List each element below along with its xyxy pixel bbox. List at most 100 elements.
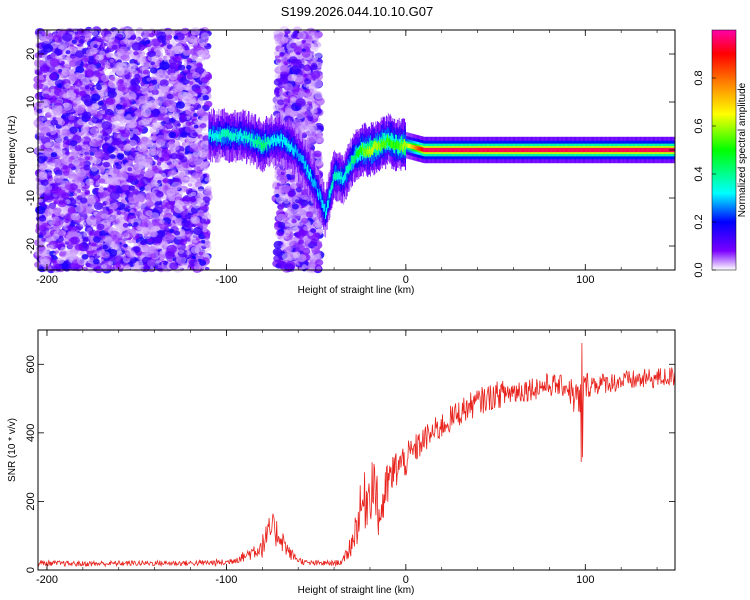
spectrogram-noise-cell xyxy=(80,86,85,91)
spectrogram-noise-cell xyxy=(54,250,59,254)
spectrogram-noise-cell xyxy=(188,121,194,126)
spectrogram-noise-cell xyxy=(180,114,186,119)
spectrogram-noise-cell xyxy=(46,112,51,116)
spectrogram-noise-cell xyxy=(171,169,176,173)
spectrogram-noise-cell xyxy=(184,176,191,181)
spectrogram-noise-cell xyxy=(75,205,84,213)
spectrogram-noise-cell xyxy=(184,125,195,134)
spectrogram-noise-cell xyxy=(138,161,148,169)
spectrogram-noise-cell xyxy=(168,72,178,81)
spectrogram-noise-cell xyxy=(165,39,171,45)
spectrogram-noise-cell xyxy=(202,228,208,233)
spectrogram-noise-cell xyxy=(173,35,179,40)
spectrogram-noise-cell xyxy=(160,241,169,249)
spectrogram-noise-cell xyxy=(120,41,125,45)
spectrogram-noise-cell xyxy=(106,41,113,47)
spectrogram-noise-cell xyxy=(110,214,118,221)
spectrogram-noise-cell xyxy=(180,28,188,35)
spectrogram-noise-cell xyxy=(195,58,203,64)
spectrogram-noise-cell xyxy=(197,49,206,57)
spectrogram-noise-cell xyxy=(97,100,104,106)
figure-title: S199.2026.044.10.10.G07 xyxy=(281,4,434,19)
spectrogram-noise-cell xyxy=(186,251,192,256)
spectrogram-noise-cell xyxy=(89,87,95,91)
spectrogram-noise-cell xyxy=(112,243,118,249)
spectrogram-noise-cell xyxy=(43,194,54,203)
spectrogram-noise-cell xyxy=(108,261,113,266)
spectrogram-noise-cell xyxy=(91,103,100,111)
spectrogram-noise-cell xyxy=(85,263,91,267)
spectrogram-noise-cell xyxy=(186,57,192,63)
spectrogram-noise-cell xyxy=(71,57,82,66)
spectrogram-noise-cell xyxy=(118,50,125,57)
spectrogram-noise-cell xyxy=(83,57,90,63)
spectrogram-noise-cell xyxy=(43,89,49,95)
spectrogram-noise-cell xyxy=(150,253,157,259)
spectrogram-noise-cell xyxy=(39,202,45,207)
spectrogram-noise-cell xyxy=(182,205,187,210)
spectrogram-noise-cell xyxy=(150,226,158,233)
spectrogram-noise-cell xyxy=(70,236,80,245)
spectrogram-noise-cell xyxy=(62,139,70,145)
spectrogram-noise-cell xyxy=(122,194,127,198)
spectrogram-noise-cell xyxy=(121,199,127,204)
spectrogram-noise-cell xyxy=(170,80,175,84)
spectrogram-noise-cell xyxy=(69,139,78,147)
spectrogram-noise-cell xyxy=(91,246,97,251)
spectrogram-noise-cell xyxy=(169,234,175,240)
spectrogram-noise-cell xyxy=(75,150,81,155)
spectrogram-noise-cell xyxy=(102,202,107,206)
spectrogram-noise-cell xyxy=(142,104,150,110)
spectrogram-noise-cell xyxy=(188,81,194,85)
spectrogram-noise-cell xyxy=(89,215,95,220)
spectrogram-noise-cell xyxy=(170,88,177,94)
spectrogram-noise-cell xyxy=(54,99,63,106)
spectrogram-noise-cell xyxy=(159,219,165,224)
spectrogram-noise-cell xyxy=(202,95,209,101)
spectrogram-noise-cell xyxy=(35,33,43,40)
spectrogram-noise-cell xyxy=(104,61,109,66)
spectrogram-noise-cell xyxy=(109,175,118,182)
spectrogram-noise-cell xyxy=(198,251,204,256)
spectrogram-noise-cell xyxy=(151,57,156,62)
spectrogram-noise-cell xyxy=(169,262,179,270)
spectrogram-noise-cell xyxy=(109,191,120,200)
spectrogram-noise-cell xyxy=(75,50,85,58)
spectrogram-noise-cell xyxy=(86,49,95,57)
spectrogram-noise-cell xyxy=(128,239,133,244)
spectrogram-noise-cell xyxy=(200,239,206,244)
spectrogram-noise-cell xyxy=(204,161,210,166)
spectrogram-noise-cell xyxy=(177,64,186,71)
spectrogram-noise-cell xyxy=(122,222,129,228)
spectrogram-noise-cell xyxy=(204,177,210,182)
spectrogram-noise-cell xyxy=(49,91,55,97)
spectrogram-noise-cell xyxy=(107,90,117,98)
spectrogram-noise-cell xyxy=(94,151,105,159)
spectrogram-noise-cell xyxy=(70,212,81,221)
spectrogram-noise-cell xyxy=(115,113,125,122)
spectrogram-noise-cell xyxy=(44,162,55,171)
spectrogram-noise-cell xyxy=(40,179,49,186)
spectrogram-noise-cell xyxy=(110,77,116,81)
spectrogram-noise-cell xyxy=(165,251,175,259)
spectrogram-noise-cell xyxy=(162,178,168,183)
spectrogram-noise-cell xyxy=(70,206,75,211)
spectrogram-noise-cell xyxy=(71,159,80,166)
spectrogram-noise-cell xyxy=(166,93,174,100)
spectrogram-noise-cell xyxy=(50,119,59,126)
spectrogram-noise-cell xyxy=(174,193,183,201)
spectrogram-noise-cell xyxy=(192,132,198,137)
spectrogram-noise-cell xyxy=(139,214,146,220)
spectrogram-noise-cell xyxy=(49,73,58,80)
spectrogram-noise-cell xyxy=(175,101,185,109)
spectrogram-noise-cell xyxy=(117,154,124,161)
spectrogram-noise-cell xyxy=(129,208,135,213)
spectrogram-noise-cell xyxy=(173,161,179,166)
spectrogram-noise-cell xyxy=(101,133,111,141)
spectrogram-noise-cell xyxy=(42,44,54,53)
spectrogram-noise-cell xyxy=(196,62,203,68)
spectrogram-noise-cell xyxy=(152,121,163,131)
spectrogram-noise-cell xyxy=(181,127,186,132)
spectrogram-noise-cell xyxy=(75,65,85,74)
